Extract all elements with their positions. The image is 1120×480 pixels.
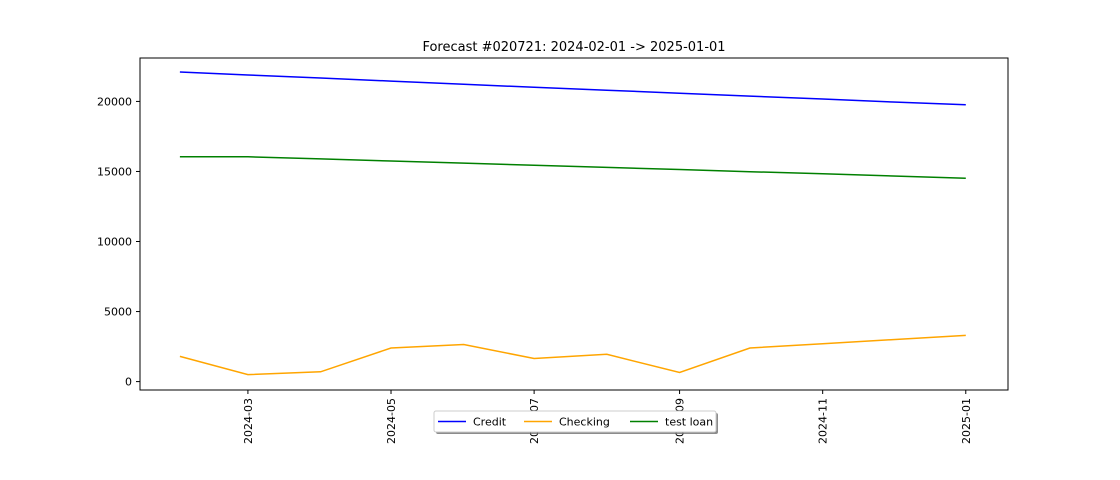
legend-label-checking: Checking — [559, 416, 610, 429]
y-tick-label: 20000 — [97, 95, 132, 108]
legend-box — [433, 410, 717, 433]
x-tick-label: 2025-01 — [960, 398, 973, 444]
x-tick-label: 2024-05 — [385, 398, 398, 444]
plot-area — [139, 57, 1009, 391]
chart-title: Forecast #020721: 2024-02-01 -> 2025-01-… — [422, 40, 725, 55]
series-line-checking — [179, 334, 966, 376]
y-axis: 0 5000 10000 15000 20000 — [97, 95, 140, 389]
series-line-credit — [179, 71, 966, 106]
y-tick-label: 10000 — [97, 236, 132, 249]
series-line-test-loan — [179, 156, 966, 179]
x-tick-label: 2024-03 — [242, 398, 255, 444]
y-tick-label: 5000 — [104, 306, 132, 319]
x-tick-label: 2024-11 — [817, 398, 830, 444]
y-tick-label: 15000 — [97, 165, 132, 178]
legend: Credit Checking test loan — [433, 410, 718, 434]
series-lines — [179, 71, 966, 376]
legend-label-test-loan: test loan — [665, 416, 713, 429]
legend-label-credit: Credit — [473, 416, 507, 429]
y-tick-label: 0 — [125, 376, 132, 389]
